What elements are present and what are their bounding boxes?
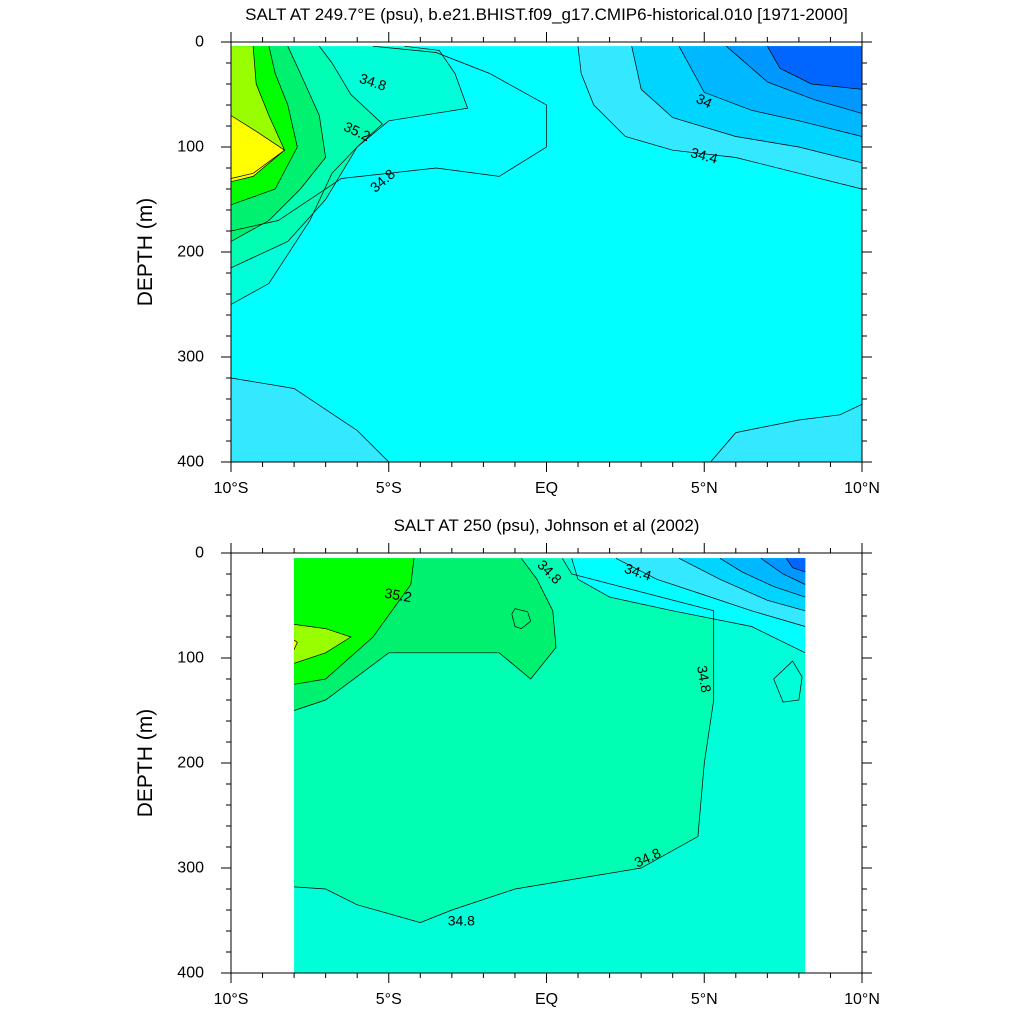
x-tick-label: EQ <box>535 991 558 1008</box>
contour-region-teal-blob <box>773 661 803 703</box>
y-tick-label: 300 <box>177 349 204 366</box>
contour-line <box>786 558 806 573</box>
y-tick-label: 0 <box>195 34 204 51</box>
contour-line <box>678 557 806 612</box>
y-tick-label: 100 <box>177 139 204 156</box>
contour-line <box>773 660 803 703</box>
y-tick-label: 400 <box>177 965 204 982</box>
contour-region-lime-5 <box>294 624 351 664</box>
contour-line <box>726 45 863 114</box>
x-tick-label: 10°S <box>214 991 249 1008</box>
y-axis-label: DEPTH (m) <box>134 198 157 307</box>
x-tick-label: 5°S <box>376 480 402 497</box>
chart-title: SALT AT 250 (psu), Johnson et al (2002) <box>394 516 700 535</box>
contour-line <box>293 558 557 711</box>
y-tick-label: 300 <box>177 860 204 877</box>
contour-line <box>719 558 806 598</box>
contour-line <box>294 558 715 923</box>
contour-region-blue-5 <box>767 46 862 90</box>
y-tick-label: 400 <box>177 454 204 471</box>
contour-line <box>615 557 806 627</box>
y-tick-label: 200 <box>177 755 204 772</box>
contour-line <box>760 558 806 585</box>
x-tick-label: 5°S <box>376 991 402 1008</box>
contour-line <box>230 46 286 179</box>
contour-region-low-se <box>710 404 862 462</box>
contour-region-low-sw <box>231 378 389 462</box>
x-tick-label: EQ <box>535 480 558 497</box>
contour-label: 35.2 <box>383 585 413 606</box>
contour-line <box>230 46 326 242</box>
contour-label: 34.8 <box>448 913 475 929</box>
contour-line <box>678 46 863 137</box>
contour-line <box>230 45 547 232</box>
y-tick-label: 100 <box>177 650 204 667</box>
contour-line <box>571 558 806 654</box>
contour-line <box>710 403 863 463</box>
contour-label: 34.8 <box>694 664 715 694</box>
contour-line <box>230 115 286 183</box>
contour-line <box>230 46 298 206</box>
x-tick-label: 10°S <box>214 480 249 497</box>
contour-label: 34 <box>694 90 715 111</box>
y-tick-label: 200 <box>177 244 204 261</box>
contour-line <box>577 46 863 190</box>
y-axis-label: DEPTH (m) <box>134 709 157 818</box>
contour-region-lime-blob <box>511 608 531 629</box>
contour-line <box>294 558 415 685</box>
contour-line <box>511 608 532 629</box>
contour-line <box>631 46 863 164</box>
contour-region-blue-6 <box>786 558 806 572</box>
contour-line <box>767 46 863 90</box>
x-tick-label: 10°N <box>844 991 880 1008</box>
y-tick-label: 0 <box>195 545 204 562</box>
x-tick-label: 5°N <box>691 480 718 497</box>
x-tick-label: 5°N <box>691 991 718 1008</box>
contour-line <box>230 377 390 463</box>
x-tick-label: 10°N <box>844 480 880 497</box>
contour-line <box>230 45 469 305</box>
contour-region-yellow-6 <box>231 115 285 182</box>
contour-line <box>293 639 298 650</box>
contour-line <box>293 624 352 664</box>
contour-line <box>230 45 383 269</box>
contour-label: 34.4 <box>689 144 720 167</box>
chart-title: SALT AT 249.7°E (psu), b.e21.BHIST.f09_g… <box>245 5 848 24</box>
observed-salinity-panel: 34.8 34.435.234.834.834.810°S 5°S EQ 5°N 10°N… <box>134 516 880 1008</box>
